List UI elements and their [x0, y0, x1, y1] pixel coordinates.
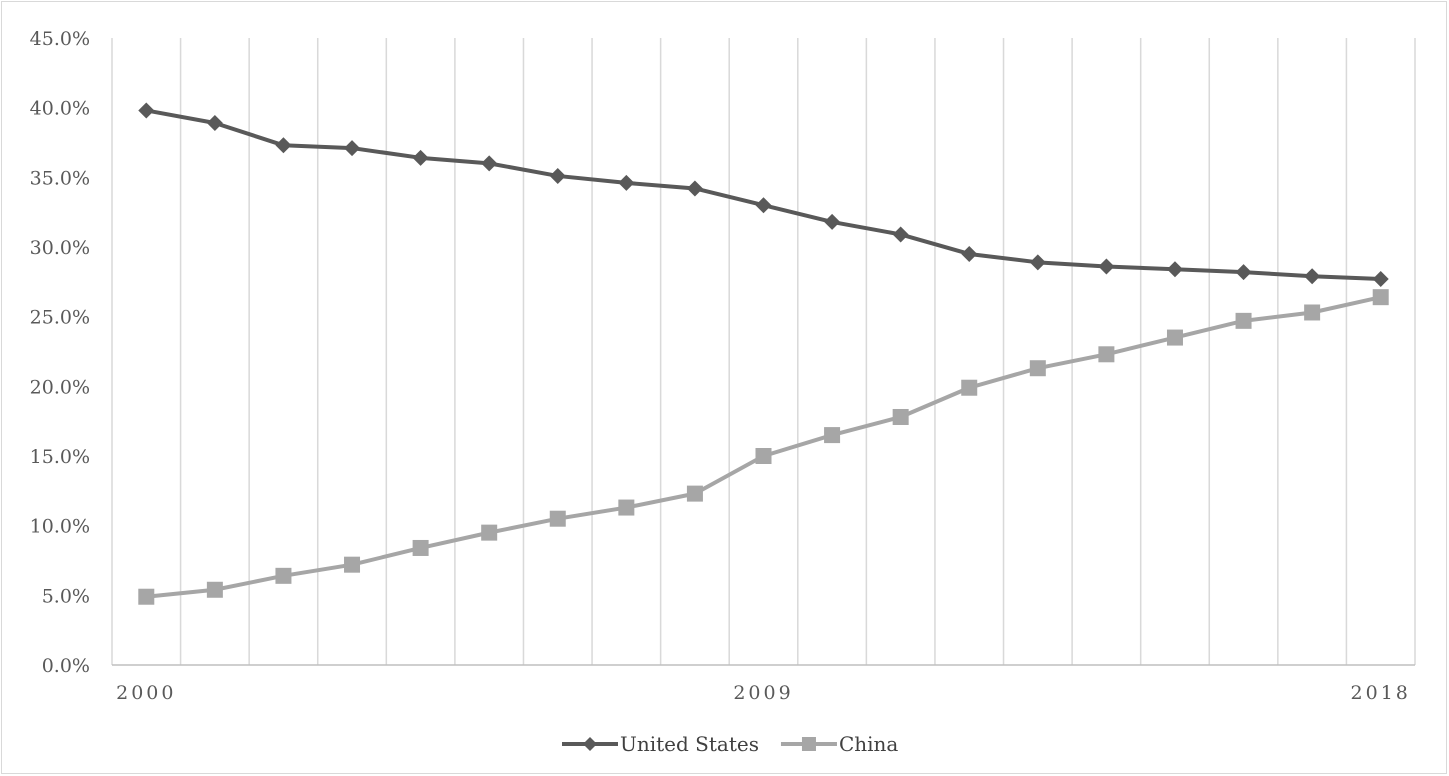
legend-item: United States — [562, 732, 759, 756]
axes — [111, 38, 1415, 666]
legend-label: China — [839, 732, 898, 756]
data-point-square — [138, 588, 155, 605]
y-tick-label: 45.0% — [30, 28, 90, 50]
series-china — [138, 289, 1389, 605]
y-tick-label: 15.0% — [30, 446, 90, 468]
data-point-square — [549, 510, 566, 527]
y-tick-label: 20.0% — [30, 376, 90, 398]
series-line — [146, 295, 1382, 599]
data-point-diamond — [583, 737, 597, 751]
data-point-diamond — [618, 174, 635, 191]
data-point-square — [824, 427, 841, 444]
series-line — [145, 108, 1381, 282]
data-point-diamond — [1098, 258, 1115, 275]
data-point-diamond — [824, 213, 841, 230]
y-tick-label: 40.0% — [30, 98, 90, 120]
data-point-diamond — [344, 140, 361, 157]
data-point-square — [755, 448, 772, 464]
data-point-square — [892, 408, 909, 425]
legend: United States China — [562, 732, 898, 756]
data-point-square — [1029, 360, 1046, 377]
data-point-diamond — [1304, 268, 1321, 285]
data-point-square — [206, 581, 223, 598]
data-point-square — [1304, 304, 1321, 321]
y-tick-label: 0.0% — [42, 655, 90, 677]
data-point-square — [1372, 289, 1389, 306]
data-point-diamond — [412, 149, 429, 166]
data-point-diamond — [755, 197, 772, 214]
data-point-diamond — [1029, 254, 1046, 271]
y-axis-tick-labels: 0.0% 5.0% 10.0% 15.0% 20.0% 25.0% 30.0% 35.0% 40… — [30, 28, 90, 677]
x-tick-label: 2009 — [733, 682, 793, 704]
data-point-diamond — [206, 114, 223, 131]
data-point-square — [412, 539, 429, 556]
y-tick-label: 25.0% — [30, 307, 90, 329]
x-tick-label: 2018 — [1351, 682, 1411, 704]
legend-item: China — [780, 732, 898, 756]
data-point-square — [801, 737, 816, 751]
gridlines — [179, 38, 1416, 665]
data-point-diamond — [549, 167, 566, 184]
data-point-square — [618, 499, 635, 516]
data-point-diamond — [1166, 261, 1183, 278]
data-point-diamond — [892, 226, 909, 243]
data-point-square — [1098, 346, 1115, 363]
data-point-square — [481, 524, 498, 541]
y-tick-label: 30.0% — [30, 237, 90, 259]
data-point-square — [344, 556, 361, 573]
data-point-diamond — [481, 155, 498, 172]
y-tick-label: 35.0% — [30, 167, 90, 189]
legend-label: United States — [620, 732, 759, 756]
data-point-square — [275, 567, 292, 584]
data-point-diamond — [138, 102, 155, 119]
data-point-diamond — [1235, 264, 1252, 281]
data-point-diamond — [275, 137, 292, 154]
data-point-square — [1166, 329, 1183, 346]
data-point-square — [1235, 312, 1252, 329]
data-point-square — [961, 379, 978, 396]
series-layer — [138, 102, 1389, 605]
x-tick-label: 2000 — [116, 682, 176, 704]
series-united-states — [138, 102, 1389, 288]
y-tick-label: 10.0% — [30, 516, 90, 538]
data-point-diamond — [1372, 271, 1389, 288]
x-axis-tick-labels: 2000 2009 2018 — [116, 682, 1411, 704]
data-point-diamond — [686, 180, 703, 197]
data-point-square — [686, 485, 703, 502]
y-tick-label: 5.0% — [42, 585, 90, 607]
data-point-diamond — [961, 245, 978, 262]
